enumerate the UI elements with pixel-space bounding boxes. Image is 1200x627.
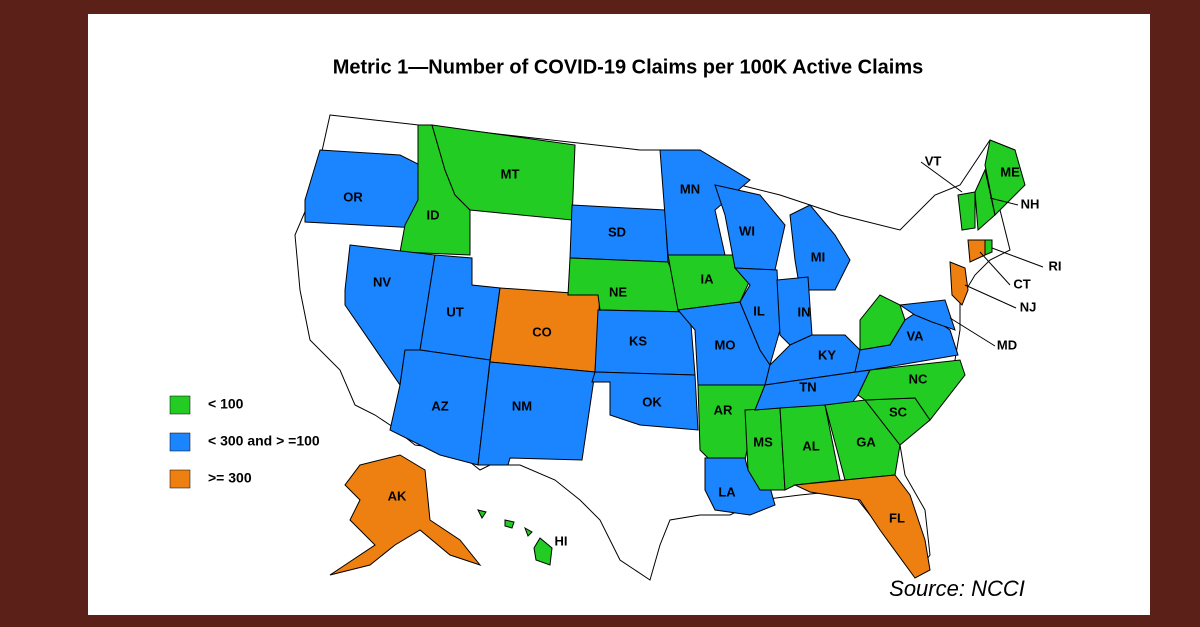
state-shape <box>984 239 993 256</box>
state-label: FL <box>889 510 905 525</box>
state-shape <box>533 537 553 566</box>
state-label: MI <box>811 249 825 264</box>
state-label: MN <box>680 181 700 196</box>
state-label: OK <box>642 394 662 409</box>
legend-swatch <box>169 432 191 452</box>
state-label: VA <box>906 328 924 343</box>
state-shape <box>824 399 901 481</box>
state-label: AZ <box>431 398 448 413</box>
state-shape <box>477 361 596 466</box>
state-shape <box>524 526 533 537</box>
state-shape <box>667 254 751 311</box>
state-label: IN <box>798 304 811 319</box>
source: Source: NCCI <box>889 576 1025 601</box>
state-label: KY <box>818 347 836 362</box>
leader-line <box>991 247 1044 268</box>
state-label: NC <box>909 371 928 386</box>
state-label: ME <box>1000 164 1020 179</box>
state-label: WI <box>739 223 755 238</box>
state-shape <box>957 191 976 231</box>
state-shape <box>857 359 966 421</box>
state-label: OR <box>343 189 363 204</box>
leader-line <box>949 317 996 347</box>
leader-line <box>989 197 1019 206</box>
state-label: SC <box>889 404 908 419</box>
legend-label: < 300 and > =100 <box>208 433 320 449</box>
state-label: NJ <box>1020 299 1037 314</box>
state-label: MT <box>501 166 520 181</box>
state-shape <box>898 299 956 331</box>
state-labels: OR ID MT NV UT CO AZ NM SD NE KS OK MN IA MO AR LA WI IL MS… <box>343 153 1061 548</box>
state-label: MO <box>715 337 736 352</box>
state-label: NM <box>512 398 532 413</box>
legend-label: >= 300 <box>208 470 252 486</box>
state-label: IA <box>701 271 715 286</box>
state-label: IL <box>753 303 765 318</box>
state-shape <box>949 261 969 306</box>
state-shape <box>477 509 487 519</box>
state-label: HI <box>555 533 568 548</box>
state-shape <box>431 124 576 221</box>
state-shape <box>591 371 699 431</box>
state-shape <box>984 139 1026 217</box>
state-label: CT <box>1013 276 1030 291</box>
state-label: TN <box>799 379 816 394</box>
state-label: AK <box>388 488 407 503</box>
state-label: UT <box>446 304 463 319</box>
state-label: NE <box>609 284 627 299</box>
leader-line <box>964 284 1017 309</box>
state-shape <box>793 474 931 579</box>
legend-swatch <box>169 395 191 415</box>
state-label: ID <box>427 207 440 222</box>
state-label: SD <box>608 224 626 239</box>
state-label: VT <box>925 153 942 168</box>
leader-line <box>920 161 963 193</box>
state-label: AL <box>802 438 819 453</box>
state-label: LA <box>718 484 736 499</box>
state-label: NV <box>373 274 391 289</box>
state-label: GA <box>856 434 876 449</box>
state-label: MS <box>753 434 773 449</box>
state-shape <box>854 309 959 373</box>
legend-label: < 100 <box>208 396 244 412</box>
states <box>304 124 1026 579</box>
legend-swatch <box>169 469 191 489</box>
state-shape <box>789 204 851 291</box>
state-shape <box>329 454 482 576</box>
state-label: KS <box>629 333 647 348</box>
state-label: CO <box>532 324 552 339</box>
state-shape <box>504 519 515 529</box>
state-label: AR <box>714 402 733 417</box>
leader-line <box>979 251 1011 286</box>
state-label: RI <box>1049 258 1062 273</box>
map-title: Metric 1—Number of COVID-19 Claims per 1… <box>333 56 924 78</box>
state-label: NH <box>1021 196 1040 211</box>
state-label: MD <box>997 337 1017 352</box>
